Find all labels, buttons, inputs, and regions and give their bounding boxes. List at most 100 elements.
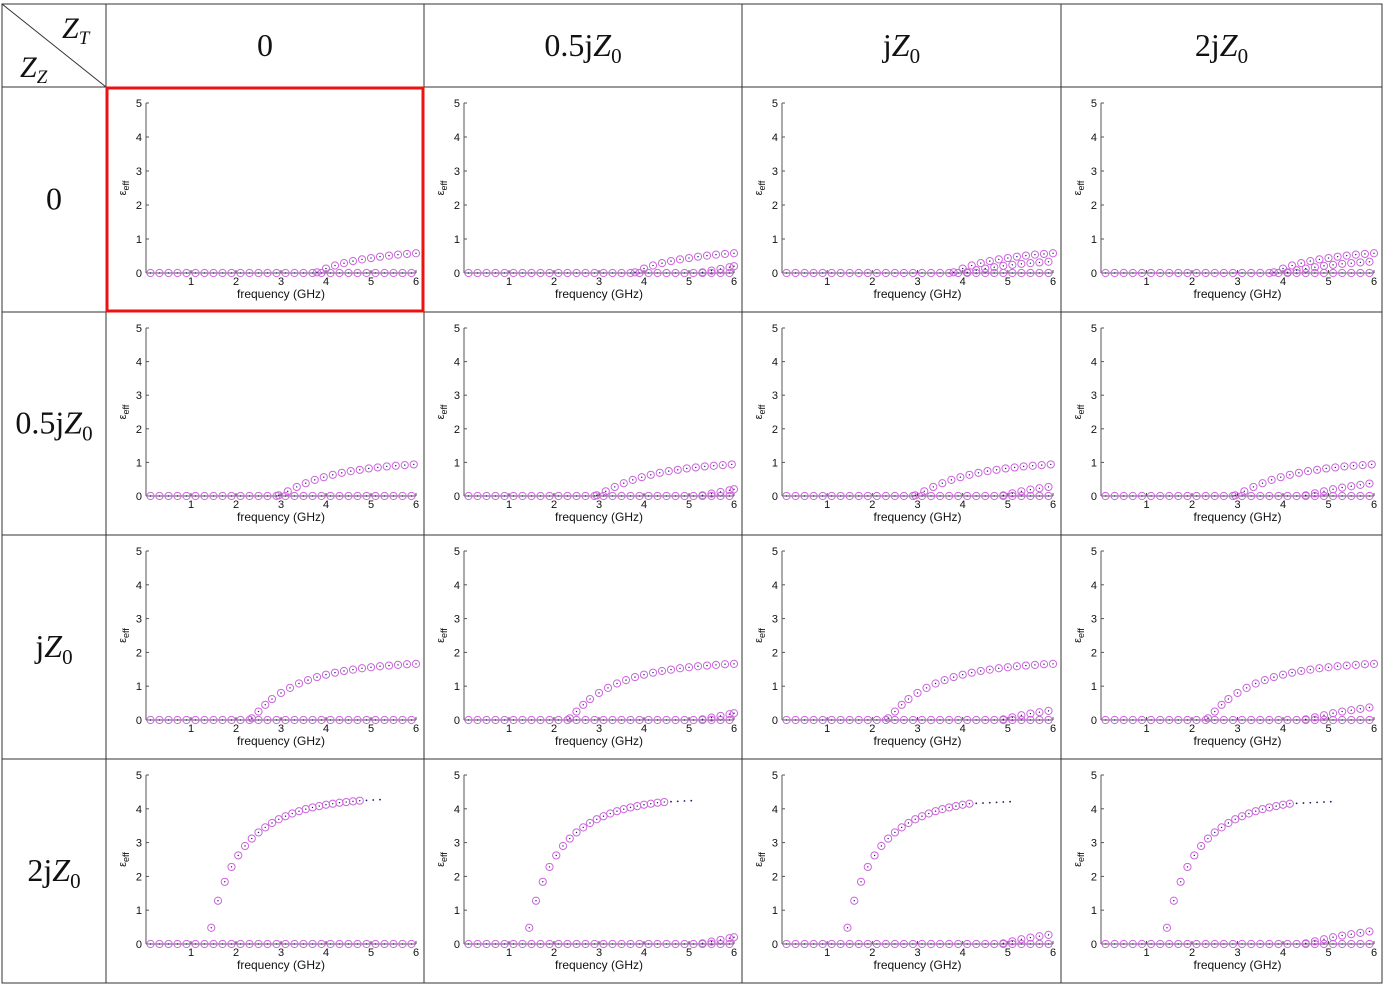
data-point	[718, 460, 727, 470]
data-point-center	[1200, 845, 1202, 847]
data-point-center	[512, 943, 515, 945]
data-point-center	[397, 253, 399, 256]
data-point	[1365, 939, 1374, 949]
data-point	[707, 939, 716, 949]
data-point-center	[1368, 495, 1371, 497]
data-point	[680, 491, 689, 501]
data-point-center	[1314, 492, 1316, 495]
data-point	[1001, 464, 1010, 473]
data-point-center	[347, 943, 350, 945]
data-point	[920, 487, 929, 496]
data-point-center	[1025, 664, 1027, 667]
data-point-center	[659, 472, 661, 474]
data-point-center	[1341, 495, 1343, 497]
data-point-center	[1368, 261, 1371, 263]
data-point-center	[530, 943, 533, 945]
data-point-center	[638, 272, 641, 274]
data-point	[698, 715, 707, 724]
data-point-center	[485, 495, 488, 497]
data-point-center	[880, 845, 883, 847]
data-point-center	[728, 943, 731, 945]
data-point-center	[1255, 682, 1257, 685]
y-tick-label: 4	[454, 132, 460, 144]
data-point-center	[602, 943, 605, 945]
data-point-center	[650, 803, 652, 805]
data-point	[1044, 491, 1053, 501]
x-tick-label: 3	[596, 276, 602, 288]
y-tick-label: 3	[136, 838, 142, 850]
data-point	[617, 715, 626, 725]
data-point	[411, 659, 421, 668]
data-point	[308, 939, 317, 949]
data-point	[1203, 714, 1213, 723]
data-point-center	[993, 943, 995, 945]
data-point-center	[794, 495, 797, 497]
data-point	[509, 939, 518, 949]
data-point-dot	[988, 801, 991, 804]
data-point-center	[1332, 488, 1334, 490]
data-point-center	[1314, 943, 1316, 945]
data-point	[389, 491, 398, 501]
data-point	[527, 715, 536, 725]
data-point-center	[710, 495, 713, 497]
data-point-center	[404, 464, 406, 466]
data-point-center	[614, 486, 616, 488]
data-point-center	[1325, 467, 1327, 470]
data-point	[1146, 491, 1156, 501]
data-point-center	[386, 465, 388, 468]
data-point-center	[616, 682, 618, 685]
data-point-center	[1011, 272, 1014, 274]
data-point-center	[1123, 943, 1125, 945]
y-tick-label: 4	[136, 132, 142, 144]
data-point	[590, 715, 599, 725]
x-tick-label: 6	[731, 499, 737, 511]
data-point-center	[415, 252, 417, 254]
y-axis-label: εeff	[435, 404, 449, 419]
data-point	[1044, 930, 1053, 939]
data-point-center	[914, 494, 916, 497]
data-point	[809, 715, 818, 725]
data-point-center	[611, 272, 614, 274]
data-point-center	[1323, 495, 1325, 497]
data-point-center	[1361, 464, 1364, 466]
x-tick-label: 2	[1189, 499, 1195, 511]
data-point-center	[275, 943, 278, 945]
x-tick-label: 2	[551, 947, 557, 959]
data-point-center	[1020, 495, 1023, 497]
data-point-center	[593, 272, 596, 274]
data-point-center	[1047, 943, 1050, 945]
data-point	[800, 491, 809, 501]
data-point	[545, 268, 554, 278]
x-tick-label: 3	[278, 276, 284, 288]
data-point	[702, 661, 712, 670]
data-point-dot	[1295, 802, 1298, 805]
data-point-center	[503, 495, 506, 497]
data-point-center	[692, 943, 695, 945]
y-tick-label: 3	[136, 166, 142, 178]
data-point-center	[968, 803, 971, 805]
data-point-center	[352, 668, 354, 671]
data-point	[207, 923, 216, 932]
data-point	[1101, 715, 1110, 725]
data-point	[884, 834, 893, 843]
data-point-center	[724, 663, 726, 665]
y-tick-label: 2	[136, 871, 142, 883]
data-point	[375, 662, 385, 671]
data-point-center	[656, 495, 659, 497]
y-axis-label: εeff	[117, 180, 131, 195]
data-point-center	[722, 464, 724, 466]
data-point-center	[1314, 272, 1316, 274]
data-point	[693, 662, 703, 671]
data-point	[527, 939, 536, 949]
data-point-center	[397, 664, 399, 666]
data-point	[1301, 264, 1310, 273]
data-point	[353, 268, 362, 278]
data-point	[236, 715, 245, 725]
data-point-center	[706, 254, 708, 257]
data-point	[209, 491, 218, 501]
data-point	[899, 268, 909, 278]
data-point	[407, 491, 416, 501]
data-point	[1008, 260, 1017, 269]
data-point-center	[647, 719, 650, 721]
data-point-center	[596, 494, 598, 497]
